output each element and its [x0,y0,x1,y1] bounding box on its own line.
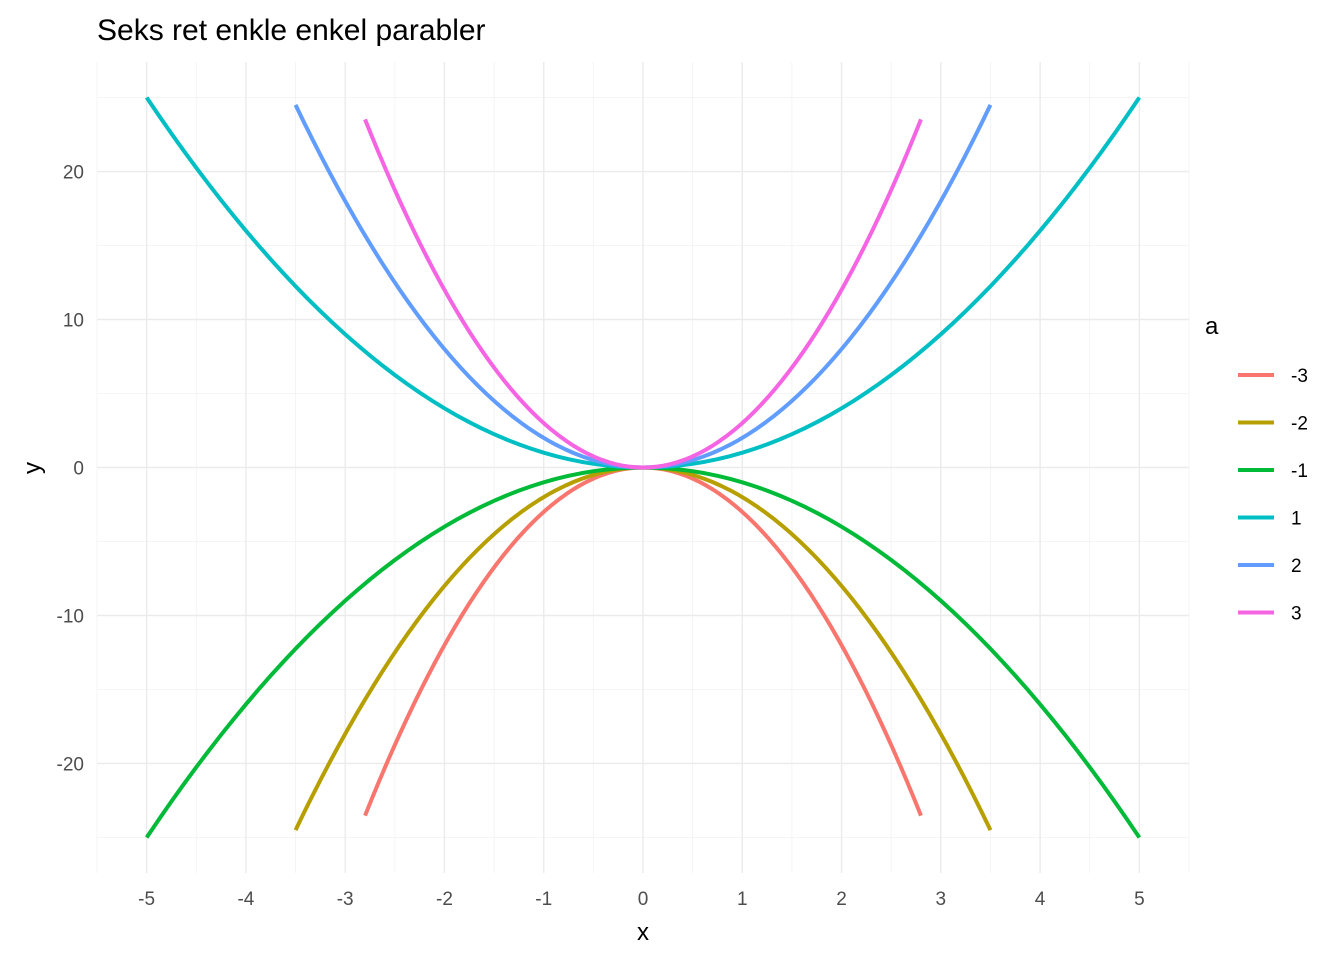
x-axis-title: x [637,919,649,946]
x-tick-label: 5 [1134,889,1145,910]
x-tick-label: -2 [436,889,453,910]
legend-label: 3 [1291,604,1302,625]
y-tick-label: -10 [57,606,84,627]
x-tick-label: 0 [638,889,649,910]
y-tick-label: -20 [57,754,84,775]
y-axis-ticks: -20 -10 0 10 20 [57,163,84,776]
x-tick-label: -5 [138,889,155,910]
y-axis-title: y [19,462,46,474]
legend-label: 2 [1291,556,1302,577]
x-tick-label: 2 [836,889,847,910]
series-lines [144,96,1142,839]
y-tick-label: 20 [63,163,84,184]
legend-label: -3 [1291,366,1308,387]
x-tick-label: 3 [936,889,947,910]
legend-title: a [1205,313,1219,340]
x-tick-label: 1 [737,889,748,910]
x-tick-label: 4 [1035,889,1046,910]
x-tick-label: -3 [337,889,354,910]
y-tick-label: 10 [63,311,84,332]
grid [96,62,1190,873]
legend-label: 1 [1291,509,1302,530]
x-tick-label: -1 [535,889,552,910]
legend: -3 -2 -1 1 2 3 [1238,366,1308,625]
legend-label: -2 [1291,414,1308,435]
x-tick-label: -4 [237,889,254,910]
y-tick-label: 0 [73,459,84,480]
series-line-a-3 [363,118,923,470]
legend-label: -1 [1291,461,1308,482]
x-axis-ticks: -5 -4 -3 -2 -1 0 1 2 3 4 5 [138,889,1144,910]
chart-title: Seks ret enkle enkel parabler [97,14,486,47]
